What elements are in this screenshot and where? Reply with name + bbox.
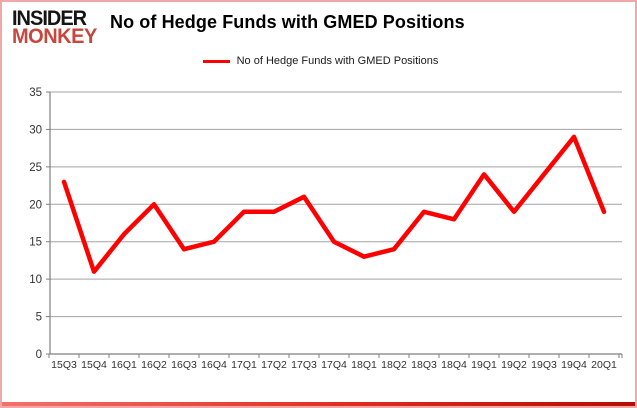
- y-tick-label: 25: [29, 162, 42, 174]
- x-tick-label: 18Q2: [381, 359, 407, 371]
- legend-label: No of Hedge Funds with GMED Positions: [236, 55, 439, 67]
- x-tick-label: 19Q1: [471, 359, 497, 371]
- x-tick-label: 17Q1: [231, 359, 257, 371]
- y-tick-label: 15: [29, 237, 42, 249]
- y-tick-label: 0: [36, 349, 42, 361]
- chart-title: No of Hedge Funds with GMED Positions: [110, 12, 465, 32]
- logo-insider-text: INSIDER: [12, 6, 87, 31]
- x-axis-labels: 15Q3 15Q4 16Q1 16Q2 16Q3 16Q4 17Q1 17Q2 17Q3 17Q4…: [51, 359, 617, 371]
- legend: No of Hedge Funds with GMED Positions: [2, 55, 635, 67]
- logo-monkey-text: MONKEY: [12, 25, 97, 49]
- legend-line-swatch: [202, 59, 230, 63]
- x-tick-label: 16Q4: [201, 359, 227, 371]
- y-tick-label: 5: [36, 312, 42, 324]
- bottom-border-accent: [2, 402, 635, 406]
- x-tick-label: 15Q4: [81, 359, 107, 371]
- line-chart: 0 5 10 15 20 25 30 35 15Q3 15Q4 16Q1 16Q2 16Q3 16Q4 17…: [29, 87, 623, 371]
- x-tick-label: 16Q1: [111, 359, 137, 371]
- x-tick-label: 19Q3: [531, 359, 557, 371]
- y-tick-label: 30: [29, 124, 42, 136]
- y-tick-label: 10: [29, 274, 42, 286]
- x-tick-label: 16Q2: [141, 359, 167, 371]
- x-tick-label: 19Q2: [501, 359, 527, 371]
- axes: [49, 92, 622, 355]
- x-tick-label: 18Q4: [441, 359, 467, 371]
- x-tick-label: 17Q3: [291, 359, 317, 371]
- insider-monkey-logo: INSIDER MONKEY: [12, 6, 97, 49]
- series-line: [61, 134, 607, 274]
- x-axis-ticks: [48, 354, 623, 358]
- y-axis-ticks: [46, 91, 50, 355]
- y-axis-labels: 0 5 10 15 20 25 30 35: [29, 87, 42, 361]
- x-tick-label: 16Q3: [171, 359, 197, 371]
- x-tick-label: 15Q3: [51, 359, 77, 371]
- gridlines: [50, 91, 622, 318]
- y-tick-label: 20: [29, 199, 42, 211]
- y-tick-label: 35: [29, 87, 42, 99]
- x-tick-label: 17Q4: [321, 359, 347, 371]
- x-tick-label: 17Q2: [261, 359, 287, 371]
- x-tick-label: 20Q1: [591, 359, 617, 371]
- x-tick-label: 19Q4: [561, 359, 587, 371]
- x-tick-label: 18Q3: [411, 359, 437, 371]
- x-tick-label: 18Q1: [351, 359, 377, 371]
